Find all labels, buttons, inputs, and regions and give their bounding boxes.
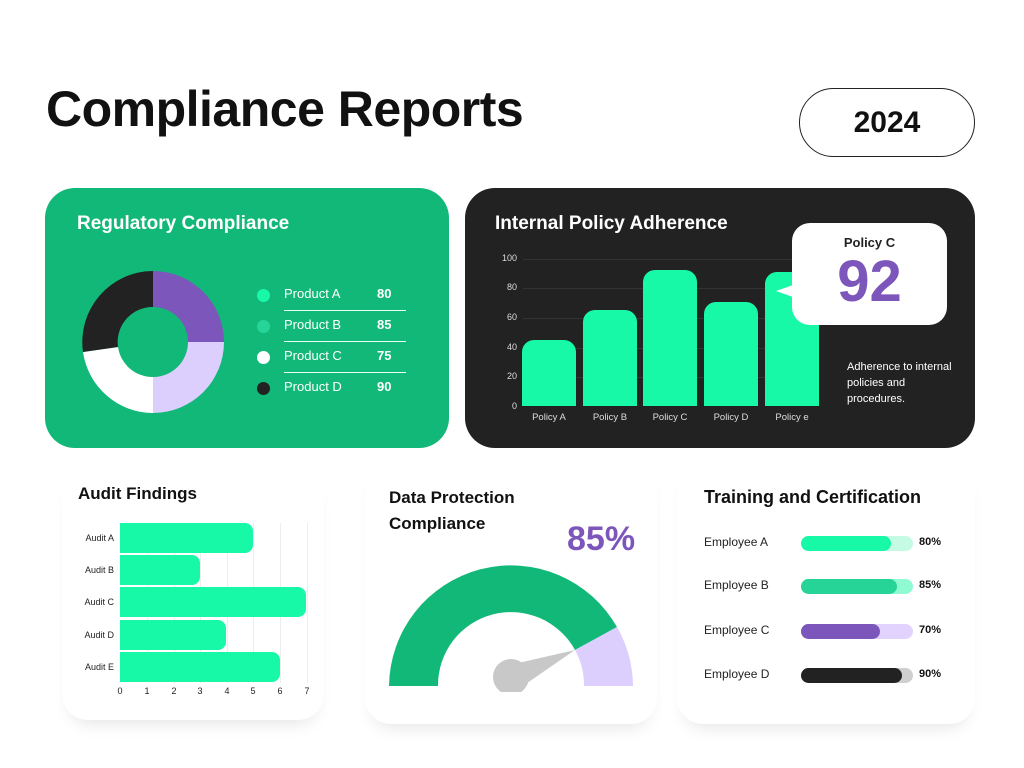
bar-policy-d[interactable] <box>704 302 758 406</box>
legend-item: Product D 90 <box>257 375 407 406</box>
progress-fill <box>801 536 891 551</box>
x-label: Policy e <box>775 412 809 423</box>
progress-percent: 70% <box>919 624 942 636</box>
legend-value: 75 <box>377 348 392 363</box>
legend-label: Product C <box>284 348 342 363</box>
legend-item: Product B 85 <box>257 313 407 344</box>
employee-name: Employee D <box>704 667 770 681</box>
y-tick: 0 <box>511 401 517 411</box>
y-tick: 60 <box>506 312 517 322</box>
legend-label: Product B <box>284 317 342 332</box>
x-tick: 2 <box>171 686 177 696</box>
legend-value: 80 <box>377 286 392 301</box>
x-tick: 1 <box>144 686 150 696</box>
employee-name: Employee C <box>704 623 770 637</box>
legend-dot-icon <box>257 351 270 364</box>
progress-track <box>801 536 913 551</box>
bar-policy-a[interactable] <box>522 340 576 406</box>
page-title: Compliance Reports <box>46 81 524 137</box>
training-row: Employee D 90% <box>704 665 964 685</box>
y-label: Audit D <box>84 630 114 640</box>
card-title: Regulatory Compliance <box>77 213 290 234</box>
gridline <box>307 523 308 683</box>
bar-policy-b[interactable] <box>583 310 637 406</box>
x-tick: 7 <box>304 686 310 696</box>
donut-chart <box>82 271 224 413</box>
regulatory-compliance-card: Regulatory Compliance Product A 80 Produ… <box>45 188 449 448</box>
x-tick: 5 <box>250 686 256 696</box>
card-title: Internal Policy Adherence <box>495 213 728 234</box>
year-selector[interactable]: 2024 <box>799 88 975 157</box>
progress-track <box>801 668 913 683</box>
policy-bar-chart: 100 80 60 40 20 0 Policy A Policy B Poli… <box>495 253 825 423</box>
legend-value: 85 <box>377 317 392 332</box>
legend-dot-icon <box>257 289 270 302</box>
bar-audit-d[interactable] <box>120 620 226 650</box>
legend-item: Product A 80 <box>257 282 407 313</box>
y-label: Audit B <box>84 565 114 575</box>
progress-percent: 80% <box>919 536 942 548</box>
callout-value: 92 <box>837 249 902 314</box>
data-protection-card: Data Protection Compliance 85% <box>365 462 657 724</box>
progress-fill <box>801 579 897 594</box>
divider <box>284 371 406 373</box>
training-row: Employee A 80% <box>704 533 964 553</box>
x-tick: 6 <box>277 686 283 696</box>
y-label: Audit E <box>84 662 114 672</box>
training-row: Employee C 70% <box>704 621 964 641</box>
legend-label: Product D <box>284 379 342 394</box>
training-row: Employee B 85% <box>704 576 964 596</box>
x-tick: 3 <box>197 686 203 696</box>
employee-name: Employee B <box>704 578 769 592</box>
gauge-value: 85% <box>567 520 636 558</box>
x-label: Policy D <box>713 412 749 423</box>
progress-fill <box>801 668 902 683</box>
y-tick: 100 <box>501 253 517 263</box>
legend-dot-icon <box>257 320 270 333</box>
progress-fill <box>801 624 880 639</box>
audit-bar-chart: Audit A Audit B Audit C Audit D Audit E … <box>62 523 324 703</box>
y-label: Audit C <box>84 597 114 607</box>
legend-value: 90 <box>377 379 392 394</box>
x-label: Policy C <box>652 412 688 423</box>
x-tick: 4 <box>224 686 230 696</box>
card-title: Training and Certification <box>704 487 922 507</box>
progress-track <box>801 624 913 639</box>
progress-percent: 85% <box>919 579 942 591</box>
card-title: Audit Findings <box>78 484 197 503</box>
gauge-chart <box>389 565 633 692</box>
policy-adherence-card: Internal Policy Adherence 100 80 60 40 2… <box>465 188 975 448</box>
y-tick: 20 <box>506 371 517 381</box>
x-tick: 0 <box>117 686 123 696</box>
y-tick: 80 <box>506 282 517 292</box>
progress-percent: 90% <box>919 668 942 680</box>
training-card: Training and Certification Employee A 80… <box>677 462 975 724</box>
audit-findings-card: Audit Findings Audit A Audit B Audit C A… <box>62 468 324 720</box>
bar-policy-c[interactable] <box>643 270 697 406</box>
bar-audit-b[interactable] <box>120 555 200 585</box>
legend-dot-icon <box>257 382 270 395</box>
progress-track <box>801 579 913 594</box>
bar-audit-c[interactable] <box>120 587 306 617</box>
legend-item: Product C 75 <box>257 344 407 375</box>
bar-audit-a[interactable] <box>120 523 253 553</box>
donut-legend: Product A 80 Product B 85 Product C 75 P… <box>257 282 407 406</box>
bar-audit-e[interactable] <box>120 652 280 682</box>
y-label: Audit A <box>85 533 114 543</box>
x-label: Policy A <box>532 412 566 423</box>
value-callout: Policy C 92 <box>776 223 947 325</box>
gridline <box>523 259 818 260</box>
divider <box>284 340 406 342</box>
divider <box>284 309 406 311</box>
card-title: Data Protection Compliance <box>389 488 515 533</box>
callout-label: Policy C <box>843 235 896 250</box>
legend-label: Product A <box>284 286 341 301</box>
policy-description: Adherence to internal policies and proce… <box>847 361 952 405</box>
x-label: Policy B <box>592 412 628 423</box>
y-tick: 40 <box>506 342 517 352</box>
gauge-hub <box>493 659 529 692</box>
employee-name: Employee A <box>704 535 769 549</box>
